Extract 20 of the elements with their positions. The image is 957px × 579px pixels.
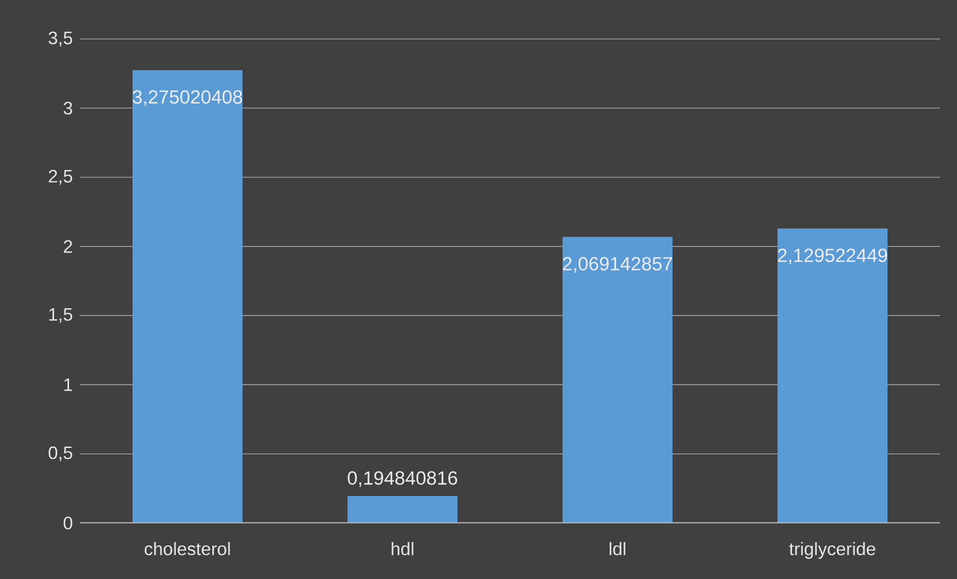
y-tick-label: 2,5	[48, 170, 72, 185]
bar	[562, 236, 673, 523]
bar	[778, 228, 888, 523]
y-tick-label: 3	[64, 102, 72, 115]
y-tick-label: 3,5	[48, 32, 72, 46]
x-tick-label: ldl	[610, 542, 626, 556]
data-label: 3,275020408	[132, 90, 242, 106]
y-tick-label: 0	[64, 516, 72, 530]
x-tick-label: triglyceride	[789, 542, 876, 559]
data-label: 0,194840816	[348, 471, 458, 488]
y-tick-label: 1,5	[49, 308, 72, 323]
x-tick-label: hdl	[392, 542, 414, 556]
data-label: 2,069142857	[563, 257, 672, 273]
bar	[348, 496, 458, 523]
y-tick-label: 1	[64, 378, 72, 391]
y-tick-label: 0,5	[48, 446, 72, 462]
bar	[132, 70, 242, 523]
y-tick-label: 2	[64, 240, 72, 253]
x-tick-label: cholesterol	[144, 542, 230, 556]
data-label: 2,129522449	[778, 248, 888, 264]
